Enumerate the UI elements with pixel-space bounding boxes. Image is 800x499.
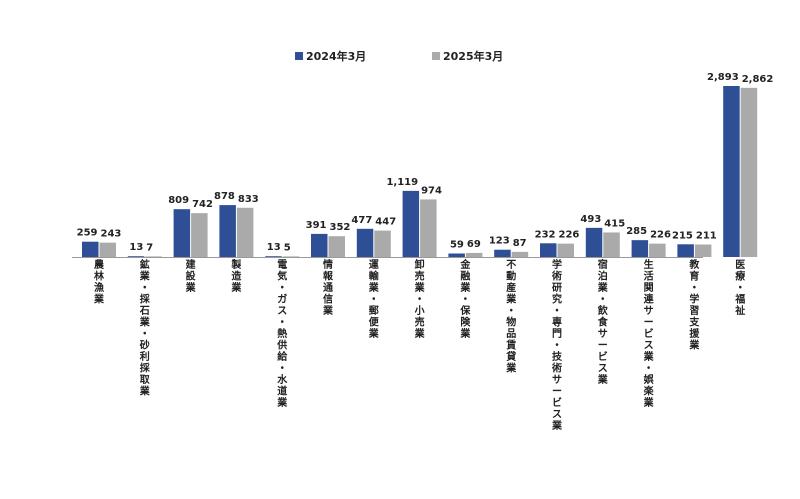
value-label-2-12: 415 xyxy=(604,218,625,229)
bar-2-7 xyxy=(374,230,391,257)
value-label-2-7: 447 xyxy=(375,217,396,228)
value-label-1-12: 493 xyxy=(580,214,601,225)
value-label-1-4: 878 xyxy=(214,191,235,202)
value-label-1-1: 259 xyxy=(77,228,98,239)
category-label-11: 学術研究・専門・技術サービス業 xyxy=(551,258,563,432)
bar-2-4 xyxy=(236,207,254,257)
value-label-2-6: 352 xyxy=(330,222,351,233)
category-label-4: 製造業 xyxy=(230,258,242,294)
value-label-1-5: 13 xyxy=(267,242,281,253)
value-label-1-11: 232 xyxy=(535,229,556,240)
bar-2-8 xyxy=(420,199,437,257)
category-label-7: 運輸業・郵便業 xyxy=(368,259,380,340)
category-label-1: 農林漁業 xyxy=(93,258,105,306)
category-label-2: 鉱業・採石業・砂利採取業 xyxy=(139,258,151,398)
value-label-1-10: 123 xyxy=(489,236,510,247)
value-label-1-15: 2,893 xyxy=(707,72,739,83)
value-label-1-3: 809 xyxy=(168,195,189,206)
value-label-2-10: 87 xyxy=(513,238,527,249)
value-label-2-8: 974 xyxy=(421,185,442,196)
bar-1-12 xyxy=(585,227,603,257)
bar-1-1 xyxy=(82,241,99,257)
value-label-2-15: 2,862 xyxy=(742,74,774,85)
bar-1-14 xyxy=(677,244,694,257)
category-label-3: 建設業 xyxy=(185,258,197,294)
bar-1-8 xyxy=(402,190,420,257)
bar-1-4 xyxy=(219,205,236,257)
bar-1-10 xyxy=(494,249,511,257)
value-label-2-1: 243 xyxy=(101,229,122,240)
bar-2-1 xyxy=(99,242,116,257)
legend-label-2: 2025年3月 xyxy=(443,49,503,63)
value-label-2-4: 833 xyxy=(238,194,259,205)
bar-2-14 xyxy=(694,244,712,257)
bar-2-15 xyxy=(740,87,758,257)
category-label-12: 宿泊業・飲食サービス業 xyxy=(597,258,609,386)
category-label-15: 医療・福祉 xyxy=(734,259,745,317)
legend-label-1: 2024年3月 xyxy=(306,49,366,63)
bar-1-11 xyxy=(540,243,557,257)
value-label-1-9: 59 xyxy=(450,240,464,251)
category-label-13: 生活関連サービス業・娯楽業 xyxy=(643,258,655,409)
legend-swatch-1 xyxy=(295,52,303,60)
value-label-1-6: 391 xyxy=(306,220,327,231)
bar-1-2 xyxy=(127,256,145,257)
value-label-2-13: 226 xyxy=(650,230,671,241)
legend: 2024年3月 2025年3月 xyxy=(295,49,503,63)
bar-1-3 xyxy=(173,209,191,257)
bar-2-11 xyxy=(557,243,574,257)
bar-2-5 xyxy=(282,256,300,257)
bar-2-2 xyxy=(145,256,162,257)
value-label-2-9: 69 xyxy=(467,239,481,250)
category-label-6: 情報通信業 xyxy=(322,258,334,317)
bar-2-10 xyxy=(511,251,529,257)
value-label-2-14: 211 xyxy=(696,231,717,242)
bar-1-6 xyxy=(311,233,328,257)
bar-1-13 xyxy=(631,240,649,257)
bar-2-3 xyxy=(191,213,208,257)
category-label-10: 不動産業・物品賃貸業 xyxy=(505,259,517,375)
bar-2-6 xyxy=(328,236,345,257)
value-label-1-7: 477 xyxy=(351,215,372,226)
category-label-8: 卸売業・小売業 xyxy=(414,258,426,340)
bars xyxy=(82,86,758,257)
bar-2-13 xyxy=(649,243,666,257)
bar-1-15 xyxy=(723,86,740,257)
value-label-2-11: 226 xyxy=(559,230,580,241)
value-label-2-5: 5 xyxy=(284,242,291,253)
value-label-1-2: 13 xyxy=(129,242,143,253)
value-label-1-14: 215 xyxy=(672,230,693,241)
legend-swatch-2 xyxy=(432,52,440,60)
value-label-2-3: 742 xyxy=(192,199,213,210)
value-label-1-8: 1,119 xyxy=(386,177,418,188)
category-label-9: 金融業・保険業 xyxy=(459,258,471,340)
value-label-2-2: 7 xyxy=(146,242,153,253)
bar-1-5 xyxy=(265,256,282,257)
bar-2-9 xyxy=(465,252,483,257)
category-labels: 農林漁業 鉱業・採石業・砂利採取業 建設業 製造業 電気・ガス・熱供給・水道業 情報通信業… xyxy=(93,258,745,432)
value-label-1-13: 285 xyxy=(626,226,647,237)
category-label-5: 電気・ガス・熱供給・水道業 xyxy=(276,259,288,409)
category-label-14: 教育・学習支援業 xyxy=(688,258,700,352)
bar-2-12 xyxy=(603,232,620,257)
bar-1-7 xyxy=(356,228,374,257)
bar-1-9 xyxy=(448,253,465,257)
